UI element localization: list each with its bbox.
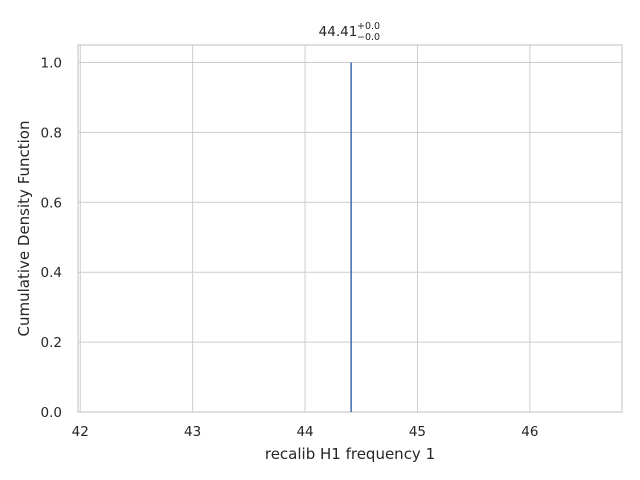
title-upper-error: +0.0	[357, 21, 380, 32]
y-tick-label: 1.0	[41, 55, 62, 71]
chart-title: 44.41	[319, 24, 358, 40]
y-tick-label: 0.6	[41, 195, 62, 211]
tick-labels: 42 43 44 45 46 0.0 0.2 0.4 0.6 0.8 1.0	[41, 55, 539, 440]
x-tick-label: 46	[521, 424, 538, 440]
plot-frame	[77, 44, 623, 413]
x-tick-label: 44	[296, 424, 313, 440]
x-axis-label: recalib H1 frequency 1	[265, 445, 435, 463]
x-tick-label: 45	[409, 424, 426, 440]
y-tick-label: 0.8	[41, 125, 62, 141]
x-tick-label: 42	[72, 424, 89, 440]
y-tick-label: 0.0	[41, 405, 62, 421]
title-value: 44.41	[319, 24, 358, 40]
y-tick-label: 0.4	[41, 265, 62, 281]
y-tick-label: 0.2	[41, 335, 62, 351]
y-axis-label: Cumulative Density Function	[15, 121, 33, 337]
x-tick-label: 43	[184, 424, 201, 440]
title-lower-error: −0.0	[357, 32, 380, 43]
